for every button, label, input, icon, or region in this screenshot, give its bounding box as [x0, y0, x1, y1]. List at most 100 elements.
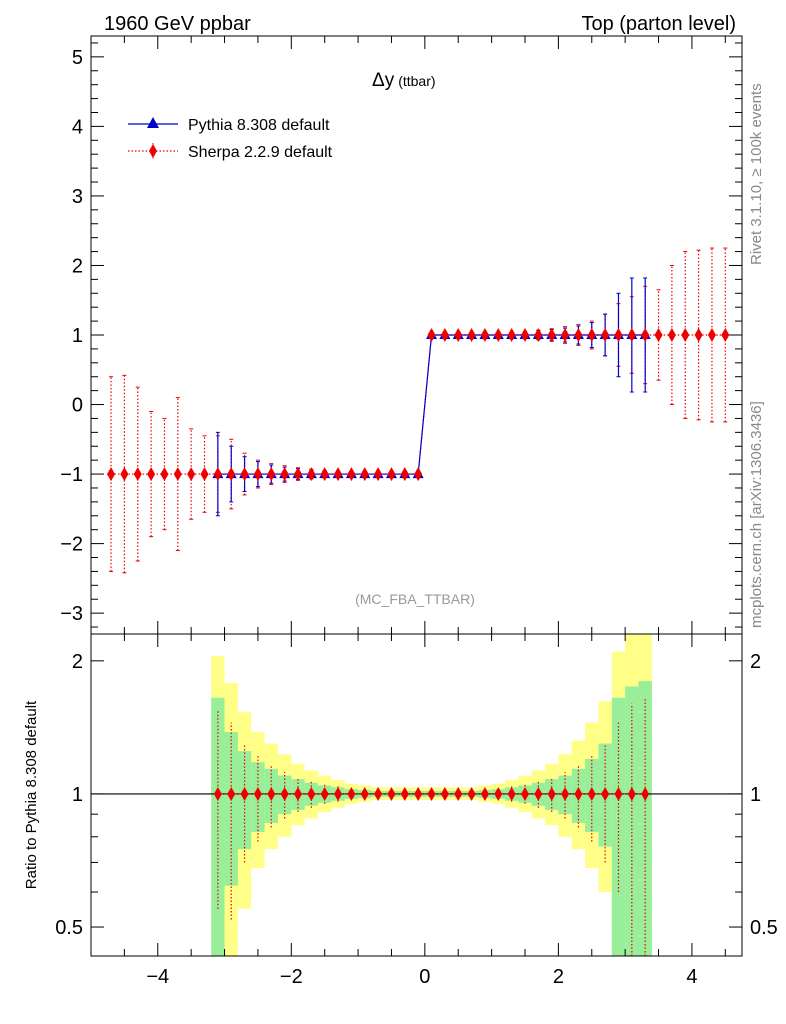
- ratio-marker: [347, 786, 356, 801]
- sherpa-marker: [427, 328, 436, 342]
- ratio-x-tick-label: −4: [146, 966, 169, 988]
- sherpa-marker: [187, 467, 196, 482]
- sherpa-marker: [374, 467, 383, 482]
- ratio-marker: [480, 786, 489, 801]
- ratio-marker: [307, 786, 316, 801]
- legend-sherpa-marker: [149, 144, 157, 158]
- main-y-tick-label: −3: [60, 603, 83, 625]
- ratio-marker: [293, 786, 302, 801]
- ratio-marker: [614, 786, 623, 801]
- ratio-marker: [267, 786, 276, 801]
- sherpa-marker: [440, 328, 449, 342]
- ratio-marker: [374, 786, 383, 801]
- sherpa-marker: [694, 328, 703, 342]
- sherpa-marker: [253, 467, 262, 482]
- ratio-y-tick-label-right: 0.5: [750, 917, 778, 939]
- ratio-y-tick-label-left: 1: [72, 784, 83, 806]
- header-left-label: 1960 GeV ppbar: [104, 13, 251, 35]
- header-right-label: Top (parton level): [581, 13, 736, 35]
- main-panel: −3 −2 −1 0 1 2 3 4 5 Δy (ttbar) (MC_FBA_TTBAR) Py…: [60, 35, 743, 635]
- sherpa-marker: [160, 467, 169, 482]
- ratio-marker: [587, 786, 596, 801]
- sherpa-marker: [614, 328, 623, 342]
- sherpa-marker: [133, 467, 142, 482]
- sherpa-marker: [561, 328, 570, 342]
- sherpa-marker: [601, 328, 610, 342]
- sherpa-marker: [534, 328, 543, 342]
- main-data-layer: [107, 247, 730, 574]
- ratio-marker: [440, 786, 449, 801]
- ratio-marker: [601, 786, 610, 801]
- sherpa-marker: [147, 467, 156, 482]
- ratio-marker: [467, 786, 476, 801]
- sherpa-marker: [320, 467, 329, 482]
- sherpa-marker: [293, 467, 302, 482]
- ratio-green-band: [224, 732, 238, 886]
- sherpa-marker: [454, 328, 463, 342]
- sherpa-marker: [227, 467, 236, 482]
- main-y-tick-label: 5: [72, 47, 83, 69]
- main-title: Δy (ttbar): [372, 70, 436, 91]
- ratio-x-tick-label: 0: [419, 966, 430, 988]
- ratio-marker: [320, 786, 329, 801]
- legend-pythia-marker: [147, 117, 159, 128]
- ratio-y-tick-label-right: 2: [750, 651, 761, 673]
- ratio-panel: −4 −2 0 2 4 0.5 0.5 1 1 2 2 Ratio to Pythia 8.308 …: [23, 633, 778, 988]
- watermark-label: (MC_FBA_TTBAR): [355, 591, 475, 607]
- sherpa-marker: [681, 328, 690, 342]
- sherpa-marker: [334, 467, 343, 482]
- sherpa-marker: [307, 467, 316, 482]
- ratio-green-band: [611, 697, 626, 956]
- sherpa-marker: [414, 467, 423, 482]
- ratio-marker: [561, 786, 570, 801]
- ratio-tick-layer: −4 −2 0 2 4 0.5 0.5 1 1 2 2: [55, 634, 778, 988]
- sherpa-marker: [507, 328, 516, 342]
- sherpa-marker: [480, 328, 489, 342]
- ratio-y-tick-label-left: 0.5: [55, 917, 83, 939]
- ratio-marker: [387, 786, 396, 801]
- ratio-marker: [454, 786, 463, 801]
- main-y-tick-label: 0: [72, 395, 83, 417]
- ratio-x-tick-label: −2: [280, 966, 303, 988]
- ratio-marker: [547, 786, 556, 801]
- main-y-tick-label: −2: [60, 534, 83, 556]
- ratio-data-layer: [91, 697, 742, 956]
- main-y-tick-label: 2: [72, 255, 83, 277]
- sherpa-marker: [641, 328, 650, 342]
- main-y-tick-label: 3: [72, 186, 83, 208]
- main-y-tick-label: 4: [72, 116, 83, 138]
- ratio-marker: [534, 786, 543, 801]
- sherpa-marker: [400, 467, 409, 482]
- sherpa-marker: [547, 328, 556, 342]
- sherpa-marker: [280, 467, 289, 482]
- main-tick-layer: −3 −2 −1 0 1 2 3 4 5: [60, 36, 742, 634]
- sherpa-marker: [107, 467, 116, 482]
- legend-pythia-label: Pythia 8.308 default: [188, 117, 330, 134]
- ratio-marker: [400, 786, 409, 801]
- ratio-marker: [213, 786, 222, 801]
- main-y-tick-label: −1: [60, 464, 83, 486]
- sherpa-marker: [120, 467, 129, 482]
- ratio-frame: [90, 633, 743, 957]
- ratio-x-tick-label: 4: [686, 966, 697, 988]
- sherpa-marker: [654, 328, 663, 342]
- sherpa-marker: [721, 328, 730, 342]
- ratio-marker: [334, 786, 343, 801]
- ratio-marker: [360, 786, 369, 801]
- ratio-x-tick-label: 2: [553, 966, 564, 988]
- sherpa-marker: [267, 467, 276, 482]
- sherpa-marker: [387, 467, 396, 482]
- sherpa-marker: [587, 328, 596, 342]
- ratio-marker: [507, 786, 516, 801]
- ratio-ylabel: Ratio to Pythia 8.308 default: [23, 700, 40, 889]
- ratio-marker: [641, 786, 650, 801]
- ratio-marker: [240, 786, 249, 801]
- sherpa-marker: [200, 467, 209, 482]
- sherpa-marker: [360, 467, 369, 482]
- sherpa-line: [111, 334, 726, 475]
- ratio-marker: [574, 786, 583, 801]
- side-mcplots-label: mcplots.cern.ch [arXiv:1306.3436]: [748, 401, 765, 628]
- sherpa-marker: [667, 328, 676, 342]
- sherpa-marker: [467, 328, 476, 342]
